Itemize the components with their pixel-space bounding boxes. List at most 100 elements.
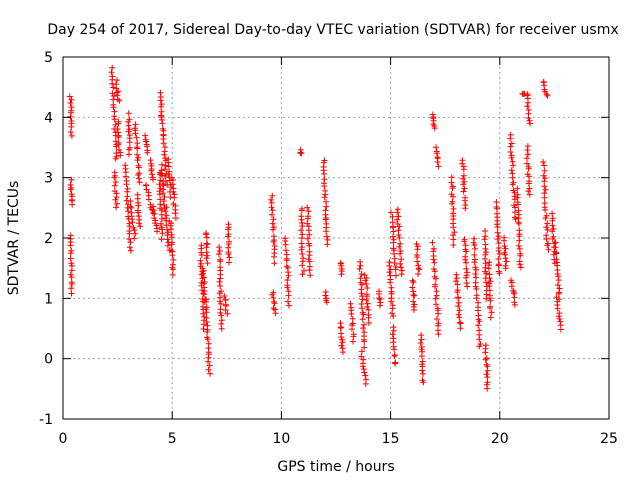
data-point: [392, 266, 399, 273]
data-point: [429, 239, 436, 246]
data-point: [487, 314, 494, 321]
data-point: [322, 292, 329, 299]
data-point: [126, 236, 133, 242]
data-point: [201, 291, 208, 298]
data-point: [364, 285, 371, 291]
data-point: [133, 134, 140, 141]
data-point: [358, 348, 365, 355]
data-point: [414, 246, 421, 253]
data-point: [526, 185, 533, 192]
data-point: [169, 271, 176, 278]
data-point: [476, 318, 483, 325]
data-point: [285, 292, 292, 299]
data-point: [450, 224, 457, 231]
data-point: [483, 371, 490, 378]
data-point: [218, 317, 225, 324]
data-point: [270, 238, 277, 245]
data-point: [525, 188, 532, 195]
data-point: [338, 342, 345, 349]
data-point: [272, 310, 279, 317]
data-point: [389, 331, 396, 338]
data-point: [129, 219, 136, 226]
data-point: [137, 223, 144, 230]
data-point: [395, 213, 402, 220]
data-point: [553, 256, 560, 263]
data-point: [67, 129, 74, 135]
data-point: [365, 314, 372, 321]
data-point: [226, 254, 233, 261]
data-point: [411, 306, 417, 313]
data-point: [135, 172, 142, 178]
data-point: [111, 116, 118, 123]
data-point: [160, 140, 167, 147]
data-point: [544, 220, 551, 227]
data-point: [391, 260, 398, 266]
data-point: [359, 316, 366, 323]
data-point: [150, 176, 156, 183]
data-point: [217, 300, 224, 307]
data-point: [472, 271, 479, 277]
data-point: [170, 266, 176, 273]
data-point: [462, 256, 469, 263]
data-point: [503, 258, 510, 265]
data-point: [157, 185, 164, 192]
data-point: [463, 248, 470, 255]
data-point: [552, 244, 559, 251]
data-point: [487, 305, 493, 312]
data-point: [359, 305, 365, 312]
data-point: [224, 233, 231, 240]
data-point: [215, 251, 222, 258]
data-point: [68, 184, 75, 191]
data-point: [555, 313, 562, 320]
data-point: [417, 340, 424, 346]
data-point: [216, 248, 223, 254]
data-point: [114, 200, 120, 207]
data-point: [117, 152, 124, 159]
data-point: [112, 121, 119, 128]
data-point: [132, 130, 139, 137]
data-point: [495, 256, 502, 262]
data-point: [221, 293, 228, 299]
data-point: [463, 265, 470, 272]
data-point: [394, 209, 401, 216]
data-point: [542, 206, 549, 213]
y-tick-label: 4: [44, 110, 53, 126]
data-point: [161, 148, 168, 155]
data-point: [495, 247, 502, 254]
data-point: [203, 234, 210, 241]
data-point: [116, 97, 123, 104]
data-point: [200, 326, 207, 332]
data-point: [144, 149, 151, 156]
data-point: [203, 309, 210, 316]
data-point: [203, 249, 210, 256]
data-point: [217, 275, 224, 282]
data-point: [396, 243, 403, 250]
data-point: [340, 349, 346, 356]
data-point: [286, 302, 292, 309]
data-point: [271, 224, 277, 231]
data-point: [398, 264, 405, 271]
data-point: [167, 194, 174, 201]
data-point: [170, 188, 177, 195]
data-point: [555, 277, 562, 284]
data-point: [543, 224, 550, 231]
data-point: [524, 103, 531, 110]
data-point: [362, 372, 369, 379]
axis-ticks: 0 5 10 15 20 25 -1 0 1 2 3 4 5: [39, 50, 618, 447]
data-point: [397, 248, 404, 254]
data-point: [165, 229, 172, 236]
data-point: [542, 215, 549, 222]
data-point: [434, 159, 441, 165]
data-point: [126, 116, 133, 123]
data-point: [125, 128, 132, 135]
data-point: [435, 310, 442, 317]
data-point: [116, 146, 122, 153]
data-point: [271, 260, 278, 267]
data-point: [389, 305, 396, 312]
data-point: [483, 249, 489, 256]
data-point: [508, 167, 515, 174]
y-tick-label: 1: [44, 291, 53, 307]
data-point: [502, 255, 509, 262]
data-point: [410, 298, 417, 305]
data-point: [460, 175, 466, 182]
